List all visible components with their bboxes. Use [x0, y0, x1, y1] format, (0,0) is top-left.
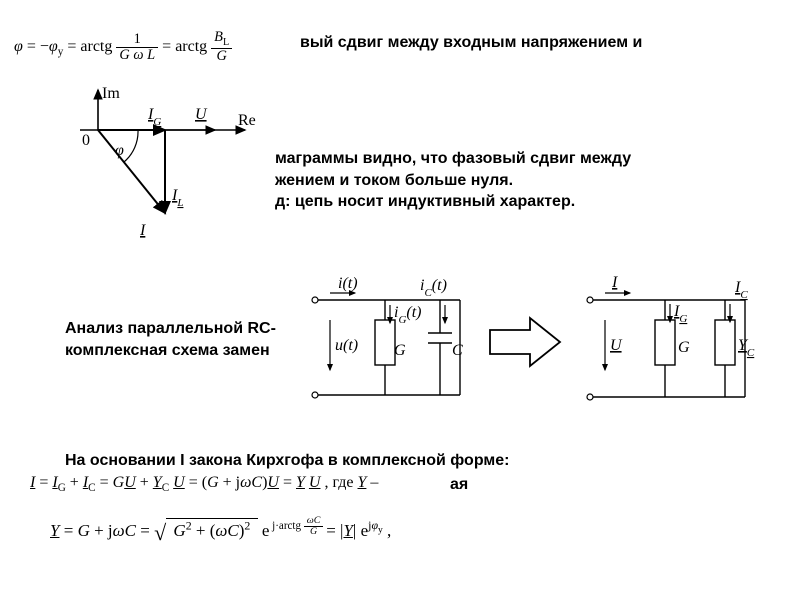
text3-l1: Анализ параллельной RC-: [65, 318, 276, 340]
phi-sub-y: y: [58, 46, 64, 58]
frac2-num-b: B: [214, 29, 223, 45]
frac1-num: 1: [116, 32, 158, 48]
g-label: G: [394, 342, 406, 359]
frac2-den: G: [216, 48, 226, 64]
axis-im-label: Im: [102, 85, 120, 102]
frac2-num-sub: L: [223, 37, 229, 48]
formula-phi: φ = −φy = arctg 1 G ω L = arctg BL G: [14, 30, 232, 65]
angle-phi-label: φ: [115, 142, 124, 159]
ic-label: iC(t): [420, 277, 447, 299]
formula-y-polar: Y = G + jωC = √ G2 + (ωC)2 e j·arctg ωC …: [50, 516, 391, 546]
vector-i-label: I: [139, 222, 146, 239]
text-rc-analysis: Анализ параллельной RC- комплексная схем…: [65, 318, 276, 361]
arctg-1: arctg: [80, 38, 112, 55]
text-diagram-visible: маграммы видно, что фазовый сдвиг между …: [275, 148, 631, 213]
kcl-where: , где: [324, 474, 353, 491]
text3-l2: комплексная схема замен: [65, 340, 276, 362]
text2-l3: д: цепь носит индуктивный характер.: [275, 191, 631, 213]
YC-label: YC: [738, 337, 755, 359]
text2-l1: маграммы видно, что фазовый сдвиг между: [275, 148, 631, 170]
ig-label: iG(t): [394, 304, 422, 326]
text-kirchhoff: На основании I закона Кирхгофа в комплек…: [65, 450, 509, 472]
axis-re-label: Re: [238, 112, 256, 129]
u-label: u(t): [335, 337, 358, 354]
phasor-diagram: Im Re 0 IG U IL I φ: [60, 85, 260, 255]
U-label: U: [610, 337, 623, 354]
transform-arrow-icon: [485, 315, 565, 370]
I-in-label: I: [611, 274, 618, 291]
IC-label: IC: [734, 279, 748, 301]
vector-il-label: IL: [171, 187, 183, 209]
c-label: C: [452, 342, 463, 359]
kcl-y: Y: [358, 474, 367, 491]
text-tail-aya: ая: [450, 474, 468, 496]
rc-time-circuit: i(t) iG(t) iC(t) u(t) G C: [290, 275, 480, 415]
arctg-2: arctg: [175, 38, 207, 55]
vector-ig-label: IG: [147, 106, 161, 128]
axis-origin-label: 0: [82, 132, 90, 149]
frac1-den-g: G: [119, 47, 129, 63]
kcl-dash: –: [370, 474, 378, 491]
frac1-den-wl: ω L: [133, 47, 155, 63]
text-phase-shift-line: вый сдвиг между входным напряжением и: [300, 32, 642, 54]
rc-complex-circuit: I IG IC U G YC: [570, 272, 770, 417]
i-in-label: i(t): [338, 275, 358, 292]
G-label-c: G: [678, 339, 690, 356]
text2-l2: жением и током больше нуля.: [275, 170, 631, 192]
formula-kcl: I = IG + IC = GU + YC U = (G + jωC)U = Y…: [30, 474, 378, 494]
vector-u-label: U: [195, 106, 208, 123]
